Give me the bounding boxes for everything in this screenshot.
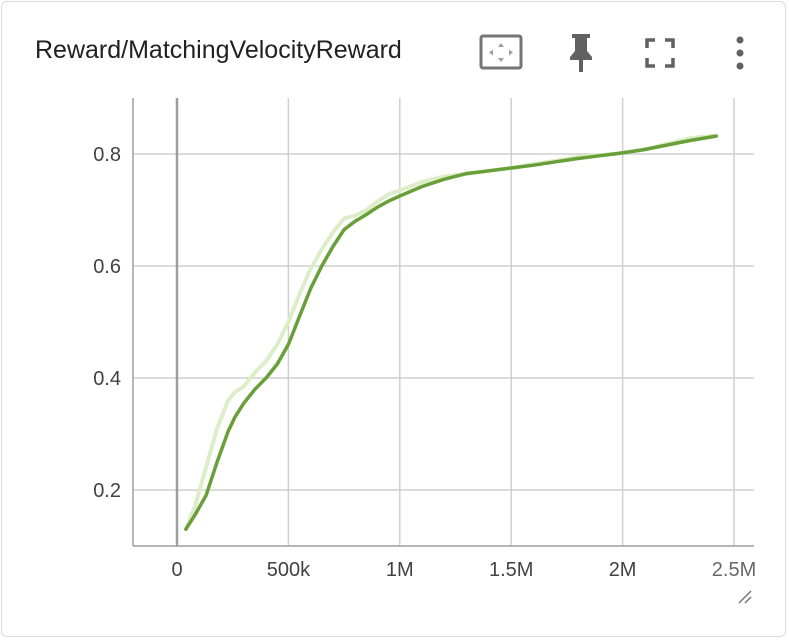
x-tick-label: 2.5M bbox=[712, 559, 756, 581]
fit-domain-icon bbox=[479, 34, 523, 70]
y-tick-label: 0.8 bbox=[93, 144, 121, 166]
pin-icon bbox=[570, 34, 592, 72]
fullscreen-icon bbox=[645, 38, 675, 68]
more-options-button[interactable] bbox=[717, 30, 763, 76]
raw-series-line bbox=[183, 133, 719, 532]
resize-handle-icon[interactable] bbox=[738, 590, 752, 604]
fullscreen-button[interactable] bbox=[637, 30, 683, 76]
x-tick-label: 2M bbox=[609, 559, 637, 581]
y-tick-label: 0.6 bbox=[93, 256, 121, 278]
x-tick-label: 0 bbox=[171, 559, 182, 581]
fit-domain-button[interactable] bbox=[478, 30, 524, 76]
more-vert-icon bbox=[736, 36, 744, 70]
card-title: Reward/MatchingVelocityReward bbox=[35, 36, 402, 64]
x-tick-label: 500k bbox=[267, 559, 311, 581]
y-tick-label: 0.4 bbox=[93, 368, 121, 390]
y-tick-label: 0.2 bbox=[93, 480, 121, 502]
x-tick-label: 1.5M bbox=[489, 559, 533, 581]
x-tick-label: 1M bbox=[386, 559, 414, 581]
smoothed-series-line bbox=[184, 134, 718, 531]
pin-button[interactable] bbox=[558, 30, 604, 76]
